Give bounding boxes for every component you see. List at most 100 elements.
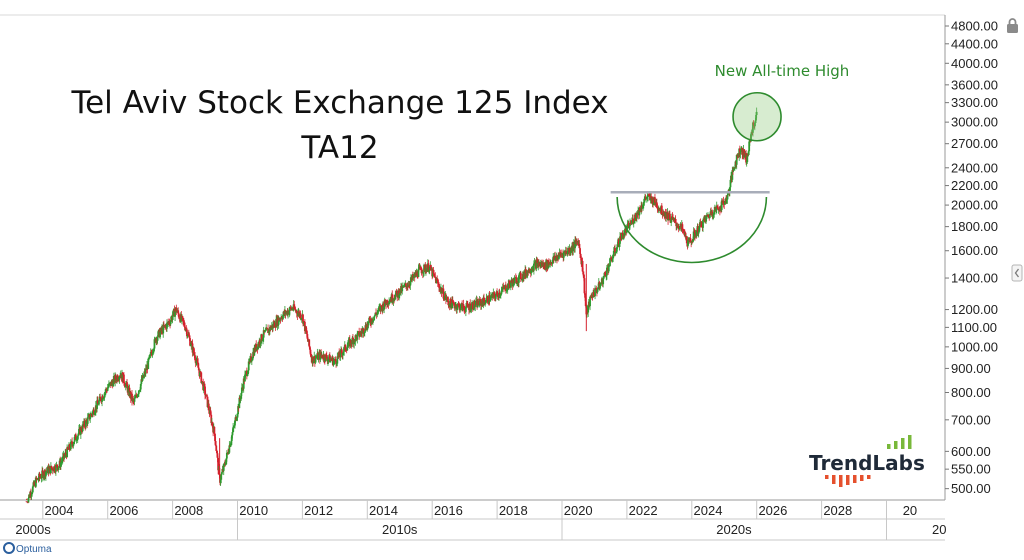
candle-body [377,308,380,312]
x-tick-label: 2020 [564,503,593,518]
candle-body [373,315,376,317]
candle-body [324,354,327,361]
candle-body [193,353,196,356]
y-tick-label: 500.00 [951,481,991,496]
y-tick-label: 1000.00 [951,339,998,354]
y-tick-label: 2400.00 [951,160,998,175]
candle-body [127,388,130,393]
candle-body [748,141,751,152]
candle-body [679,226,681,230]
candle-body [279,319,282,321]
candle-body [464,307,467,312]
candle-body [484,302,487,305]
candle-body [338,352,341,357]
candle-body [446,297,449,301]
candle-body [151,352,154,355]
candle-body [477,301,480,305]
candle-body [705,215,708,222]
candle-body [347,340,350,345]
candle-body [315,357,318,359]
candle-body [412,276,415,279]
candle-body [600,283,603,284]
candle-body [435,279,438,284]
candle-body [147,358,150,369]
candle-body [643,200,646,203]
x-tick-label: 2024 [694,503,723,518]
candle-body [509,283,512,287]
candle-body [225,452,228,459]
candle-body [463,308,466,311]
candle-body [201,381,203,383]
candle-body [224,463,226,465]
candle-body [605,275,608,277]
candle-body [30,494,33,497]
candle-body [264,330,267,332]
x-tick-label: 2006 [109,503,138,518]
candle-body [229,443,232,447]
candle-body [253,347,256,356]
candle-body [162,325,165,334]
candle-body [186,335,189,337]
candle-body [616,244,619,248]
candle-body [608,265,611,267]
candle-body [634,214,637,219]
candle-body [632,218,635,224]
candle-body [632,222,635,224]
candle-body [308,339,311,347]
candle-body [169,320,172,325]
candle-body [603,272,606,277]
candle-body [325,354,327,356]
candle-body [627,222,630,228]
candle-body [656,207,659,209]
candle-body [743,155,746,157]
annotation-label: New All-time High [715,62,850,80]
candle-body [456,307,459,310]
logo-bar-up [908,435,912,449]
candle-body [353,340,356,345]
lock-icon[interactable] [1007,18,1018,33]
candle-body [500,290,503,295]
candle-body [738,148,741,155]
candle-body [83,420,86,426]
candle-body [26,502,29,504]
y-tick-label: 3000.00 [951,115,998,130]
candle-body [103,397,105,398]
candle-body [300,318,303,320]
candle-body [84,420,87,427]
candle-body [635,212,638,219]
candle-body [116,376,119,381]
candle-body [204,386,206,395]
candle-body [191,342,193,344]
decade-label: 20 [932,522,946,537]
candle-body [433,273,436,277]
candle-body [140,379,143,384]
candle-body [463,307,465,309]
decade-label: 2000s [15,522,51,537]
candle-body [511,280,513,283]
candle-body [543,262,546,269]
candle-body [108,383,110,387]
candle-body [388,301,391,305]
candle-body [327,358,330,360]
candle-body [211,422,214,427]
candle-body [718,210,721,212]
candle-body [393,299,396,301]
candle-body [451,299,454,303]
candle-body [591,295,593,298]
candle-body [486,296,489,303]
candle-body [628,226,631,228]
scroll-handle-icon[interactable] [1011,264,1023,282]
candle-body [187,334,190,337]
chart-subtitle: TA12 [300,130,378,166]
candle-body [214,433,216,441]
candle-body [622,234,625,239]
candle-body [455,304,458,310]
candle-body [606,267,608,276]
candle-body [731,170,734,180]
decade-label: 2010s [382,522,418,537]
candle-body [735,155,738,165]
candle-body [96,400,99,404]
candle-body [134,397,137,399]
candle-body [371,320,374,322]
candle-body [579,254,582,258]
